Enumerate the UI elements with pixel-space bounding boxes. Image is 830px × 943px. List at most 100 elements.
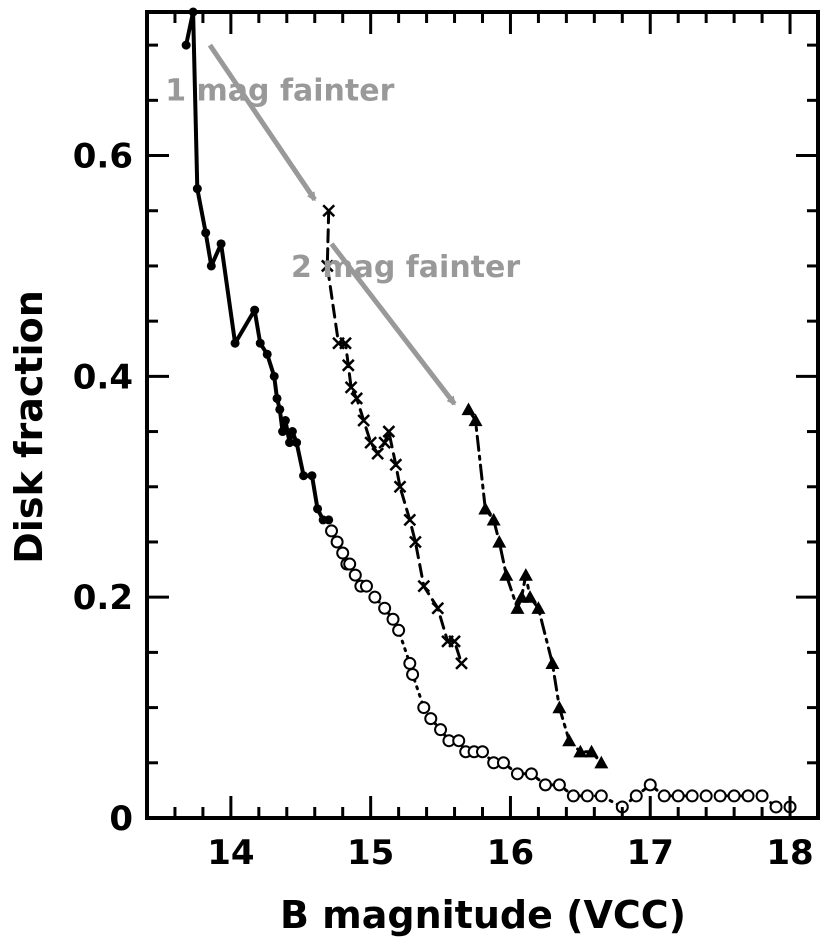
data-point xyxy=(389,458,403,472)
plot-area xyxy=(145,10,820,820)
data-point xyxy=(278,427,288,437)
data-point xyxy=(181,40,191,50)
data-point xyxy=(424,712,438,726)
data-point xyxy=(216,239,226,249)
data-point xyxy=(382,425,396,438)
data-point xyxy=(371,447,385,461)
series-filled-triangle xyxy=(461,402,609,769)
data-point xyxy=(657,789,671,803)
data-point xyxy=(594,755,609,769)
data-point xyxy=(755,789,769,803)
x-tick-label: 14 xyxy=(207,833,254,873)
x-tick-label: 18 xyxy=(766,833,813,873)
series-open-circle xyxy=(325,524,797,814)
data-point xyxy=(486,512,501,526)
data-point xyxy=(285,438,295,448)
data-point xyxy=(643,778,657,792)
data-point xyxy=(727,789,741,803)
data-point xyxy=(492,534,507,548)
data-point xyxy=(685,789,699,803)
data-point xyxy=(313,504,323,514)
data-point xyxy=(299,471,309,481)
annotation-arrow xyxy=(329,242,457,406)
data-point xyxy=(406,667,420,681)
y-tick-label: 0.2 xyxy=(73,578,133,618)
data-point xyxy=(455,657,468,670)
data-point xyxy=(275,404,285,414)
data-point xyxy=(671,789,685,803)
data-point xyxy=(325,524,339,538)
data-point xyxy=(403,513,417,527)
data-point xyxy=(699,789,713,803)
data-point xyxy=(452,734,466,748)
data-point xyxy=(378,601,392,615)
data-point xyxy=(287,427,297,437)
data-point xyxy=(378,436,392,449)
data-point xyxy=(531,601,546,614)
data-point xyxy=(566,789,580,803)
data-point xyxy=(713,789,727,803)
data-point xyxy=(468,413,483,427)
data-point xyxy=(524,767,538,781)
annotation-label: 1 mag fainter xyxy=(165,73,394,108)
data-point xyxy=(545,656,560,670)
annotation-layer: 1 mag fainter 2 mag fainter xyxy=(165,43,520,406)
data-point xyxy=(476,745,489,759)
data-point xyxy=(403,656,417,670)
data-point xyxy=(336,546,350,560)
annotation: 2 mag fainter xyxy=(291,242,520,406)
data-point xyxy=(255,338,265,348)
data-point xyxy=(478,501,493,515)
x-tick-label: 15 xyxy=(347,833,394,873)
data-point xyxy=(386,612,400,626)
data-point xyxy=(552,700,567,714)
data-point xyxy=(769,800,783,814)
data-point xyxy=(230,338,240,348)
series-line xyxy=(330,529,792,809)
data-point xyxy=(201,228,211,238)
data-point xyxy=(269,371,279,381)
annotation-arrow xyxy=(207,43,317,202)
data-point xyxy=(417,579,431,593)
data-point xyxy=(461,402,476,416)
data-point xyxy=(510,767,524,781)
data-point xyxy=(538,778,552,792)
data-point xyxy=(431,601,445,615)
data-point xyxy=(348,568,362,582)
data-point xyxy=(292,438,302,448)
data-point xyxy=(392,623,406,637)
y-tick-label: 0.4 xyxy=(73,357,133,397)
data-point xyxy=(434,723,448,737)
data-point xyxy=(552,778,566,792)
data-point xyxy=(573,744,588,758)
data-point xyxy=(262,349,272,359)
data-point xyxy=(206,261,216,271)
data-point xyxy=(272,393,282,403)
data-point xyxy=(192,184,202,194)
data-point xyxy=(344,381,358,394)
series-filled-circle xyxy=(181,7,334,525)
data-point xyxy=(250,305,260,315)
data-point xyxy=(417,701,431,715)
data-point xyxy=(496,756,510,770)
data-point xyxy=(523,590,538,603)
data-point xyxy=(584,744,599,758)
data-point xyxy=(188,7,198,17)
data-point xyxy=(393,480,407,494)
data-point xyxy=(518,568,533,581)
data-point xyxy=(322,204,336,218)
series-line xyxy=(467,408,603,765)
data-point xyxy=(343,557,357,571)
data-series-layer xyxy=(181,7,797,814)
data-point xyxy=(341,358,355,372)
annotation-label: 2 mag fainter xyxy=(291,250,520,285)
data-point xyxy=(324,515,334,525)
data-point xyxy=(510,601,525,614)
y-tick-label: 0.6 xyxy=(73,137,133,177)
data-point xyxy=(368,590,382,604)
data-point xyxy=(580,789,594,803)
data-point xyxy=(448,634,461,648)
data-point xyxy=(741,789,755,803)
annotation: 1 mag fainter xyxy=(165,43,395,202)
